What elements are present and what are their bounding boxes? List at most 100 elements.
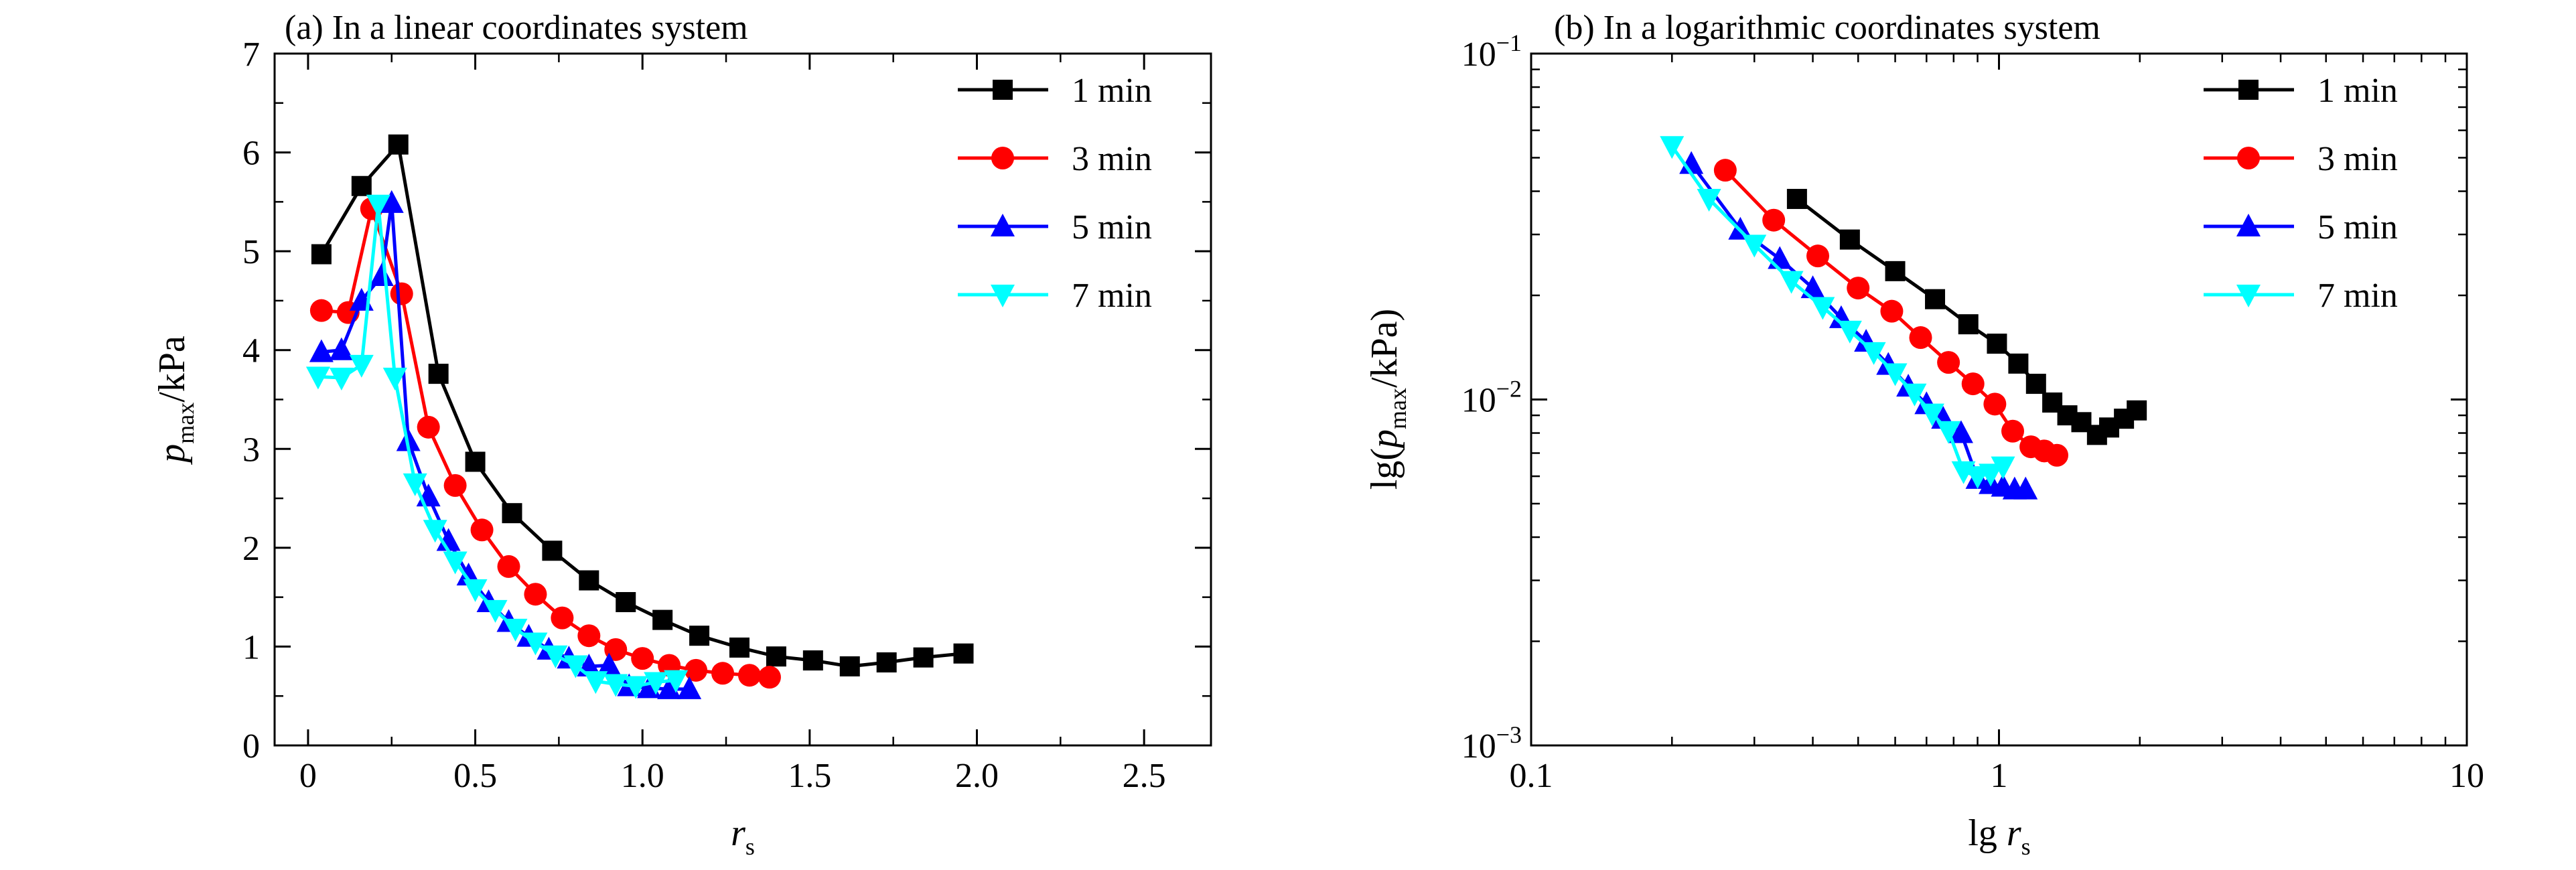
x-tick-label: 1 — [1991, 757, 2008, 795]
data-point — [351, 175, 372, 196]
x-axis-label: lg rs — [1968, 812, 2030, 860]
data-point — [876, 652, 897, 673]
y-tick-label: 0 — [242, 727, 260, 766]
data-point — [729, 637, 750, 658]
axis-ticks — [275, 52, 1211, 747]
legend-label: 1 min — [1072, 72, 1152, 110]
data-point — [1979, 463, 2003, 487]
axis-ticks — [1530, 52, 2468, 747]
data-point — [1883, 363, 1908, 386]
data-point — [470, 518, 494, 542]
x-tick-label: 2.5 — [1123, 757, 1166, 795]
data-point — [309, 299, 333, 322]
data-point — [603, 674, 628, 697]
y-tick-label: 4 — [242, 332, 260, 370]
data-point — [503, 618, 528, 642]
data-point — [677, 676, 702, 699]
data-point — [369, 263, 394, 287]
y-tick-label: 5 — [242, 233, 260, 271]
legend-label: 5 min — [2317, 208, 2398, 246]
data-point — [913, 647, 934, 668]
data-point — [657, 676, 682, 699]
data-point — [311, 244, 332, 265]
data-point — [366, 194, 390, 218]
data-point — [1961, 372, 1985, 396]
data-point — [1839, 229, 1860, 250]
data-point — [616, 592, 636, 613]
legend-marker — [991, 285, 1015, 307]
data-point — [2013, 476, 2038, 500]
data-point — [1991, 456, 2015, 480]
data-point — [664, 670, 689, 693]
y-tick-label: 10−3 — [1461, 721, 1522, 766]
x-tick-label: 1.5 — [788, 757, 831, 795]
data-point — [497, 555, 520, 578]
data-point — [523, 632, 548, 656]
data-point — [1920, 403, 1944, 427]
y-tick-label: 10−2 — [1461, 376, 1522, 420]
data-point — [390, 282, 413, 305]
chart-title: (a) In a linear coordinates system — [285, 9, 748, 47]
data-point — [463, 579, 488, 602]
x-tick-label: 0 — [299, 757, 317, 795]
series-7-min — [305, 194, 689, 699]
data-point — [1786, 189, 1807, 210]
data-point — [737, 664, 761, 687]
data-point — [802, 650, 823, 671]
data-point — [349, 354, 374, 378]
legend-marker — [993, 80, 1013, 100]
data-point — [1847, 277, 1870, 300]
data-point — [403, 473, 427, 496]
data-point — [417, 415, 440, 439]
data-point — [1958, 314, 1979, 335]
data-point — [443, 551, 468, 575]
data-point — [583, 671, 608, 695]
data-point — [1987, 334, 2007, 354]
legend-marker — [2238, 80, 2259, 100]
chart-title: (b) In a logarithmic coordinates system — [1554, 9, 2100, 47]
data-point — [1925, 289, 1946, 309]
data-point — [577, 624, 601, 648]
series-3-min — [1713, 159, 2069, 467]
data-point — [305, 366, 330, 390]
data-point — [329, 368, 354, 391]
data-point — [1880, 299, 1904, 323]
data-point — [436, 528, 461, 551]
data-point — [1948, 420, 1973, 443]
x-tick-label: 0.1 — [1510, 757, 1553, 795]
data-point — [1742, 234, 1767, 258]
chart-panel-b: 0.1 1 10 10−3 10−2 10−1 (b) In a logarithmic c… — [1364, 9, 2484, 860]
data-point — [2025, 374, 2046, 394]
legend-marker — [991, 147, 1014, 169]
data-point — [543, 645, 568, 668]
legend: 1 min 3 min 5 min 7 min — [958, 72, 1152, 315]
data-point — [1937, 351, 1960, 374]
data-point — [644, 672, 668, 695]
data-point — [1902, 383, 1927, 407]
data-point — [597, 652, 622, 676]
data-point — [465, 451, 486, 472]
data-point — [839, 656, 860, 676]
data-point — [309, 339, 334, 362]
data-point — [2046, 443, 2069, 467]
data-point — [502, 503, 522, 524]
data-point — [1660, 136, 1685, 159]
series-1-min — [1786, 189, 2147, 445]
data-point — [758, 666, 781, 689]
data-point — [1728, 216, 1753, 240]
series-line — [319, 141, 964, 668]
legend-marker — [991, 214, 1015, 236]
y-tick-label: 3 — [242, 431, 260, 469]
x-axis-label: rs — [731, 812, 755, 860]
data-point — [631, 647, 654, 670]
data-point — [1779, 271, 1804, 294]
series-5-min — [309, 190, 702, 699]
data-point — [2008, 353, 2029, 374]
data-point — [542, 540, 563, 561]
legend: 1 min 3 min 5 min 7 min — [2204, 72, 2398, 315]
series-7-min — [1660, 136, 2015, 490]
data-point — [1713, 159, 1737, 182]
data-point — [579, 570, 599, 591]
data-point — [1697, 189, 1721, 212]
